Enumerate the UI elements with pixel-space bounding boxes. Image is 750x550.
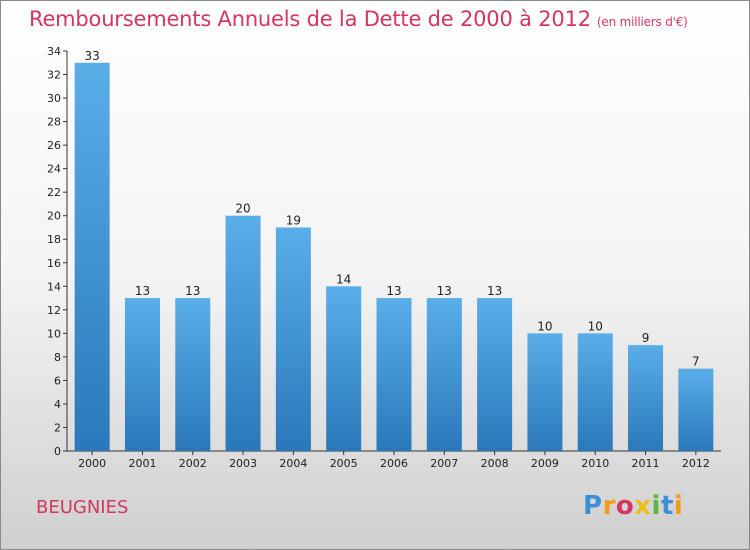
x-tick-label: 2009 <box>531 457 559 470</box>
x-tick-label: 2010 <box>581 457 609 470</box>
y-tick-label: 4 <box>54 398 61 411</box>
y-tick-label: 22 <box>47 186 61 199</box>
x-tick-label: 2006 <box>380 457 408 470</box>
bar <box>124 298 160 451</box>
bar <box>275 227 311 451</box>
bar <box>628 345 664 451</box>
bar <box>175 298 211 451</box>
y-tick-label: 18 <box>47 233 61 246</box>
x-tick-label: 2012 <box>682 457 710 470</box>
y-tick-label: 0 <box>54 445 61 458</box>
x-tick-label: 2000 <box>78 457 106 470</box>
y-tick-label: 20 <box>47 210 61 223</box>
logo-letter: t <box>660 491 674 521</box>
y-tick-label: 10 <box>47 327 61 340</box>
y-tick-label: 34 <box>47 45 61 58</box>
bar-value-label: 19 <box>286 213 301 227</box>
bar <box>326 286 362 451</box>
y-tick-label: 30 <box>47 92 61 105</box>
commune-name: BEUGNIES <box>36 497 129 518</box>
logo-letter: o <box>615 491 635 521</box>
bar-value-label: 13 <box>437 284 452 298</box>
bar-value-label: 13 <box>135 284 150 298</box>
bar-value-label: 9 <box>642 331 650 345</box>
y-tick-label: 26 <box>47 139 61 152</box>
bar-value-label: 7 <box>692 355 700 369</box>
logo-letter: P <box>583 491 603 521</box>
y-tick-label: 24 <box>47 163 61 176</box>
y-tick-label: 12 <box>47 304 61 317</box>
x-tick-label: 2002 <box>179 457 207 470</box>
bar-value-label: 14 <box>336 272 351 286</box>
bar <box>577 333 613 451</box>
bar <box>225 215 261 451</box>
bar <box>678 368 714 451</box>
bars <box>74 62 714 451</box>
y-tick-label: 16 <box>47 257 61 270</box>
x-tick-label: 2008 <box>481 457 509 470</box>
y-tick-label: 28 <box>47 116 61 129</box>
logo-letter: i <box>651 491 661 521</box>
bar-value-label: 13 <box>487 284 502 298</box>
proxiti-logo[interactable]: Proxiti <box>583 491 683 521</box>
chart-subtitle: (en milliers d'€) <box>596 15 688 29</box>
x-tick-label: 2004 <box>279 457 307 470</box>
x-tick-label: 2003 <box>229 457 257 470</box>
bar <box>376 298 412 451</box>
x-tick-label: 2011 <box>632 457 660 470</box>
logo-letter: x <box>634 491 652 521</box>
bar <box>477 298 513 451</box>
y-tick-label: 8 <box>54 351 61 364</box>
bar <box>74 62 110 451</box>
y-tick-label: 32 <box>47 69 61 82</box>
bar-value-label: 10 <box>588 319 603 333</box>
bar <box>527 333 563 451</box>
y-tick-label: 14 <box>47 280 61 293</box>
bar-value-label: 33 <box>85 49 100 63</box>
bar-value-label: 13 <box>185 284 200 298</box>
chart-title: Remboursements Annuels de la Dette de 20… <box>29 7 688 31</box>
labels: 33 2000 13 2001 13 2002 20 2003 19 2004 14 2005 13 20… <box>78 49 710 470</box>
bar-value-label: 10 <box>537 319 552 333</box>
x-tick-label: 2005 <box>330 457 358 470</box>
title-text: Remboursements Annuels de la Dette de 20… <box>29 7 591 31</box>
bar-value-label: 20 <box>235 202 250 216</box>
y-tick-label: 6 <box>54 374 61 387</box>
x-tick-label: 2007 <box>430 457 458 470</box>
bar <box>426 298 462 451</box>
logo-letter: r <box>602 491 616 521</box>
y-tick-label: 2 <box>54 421 61 434</box>
logo-letter: i <box>673 491 684 521</box>
x-tick-label: 2001 <box>128 457 156 470</box>
bar-value-label: 13 <box>386 284 401 298</box>
